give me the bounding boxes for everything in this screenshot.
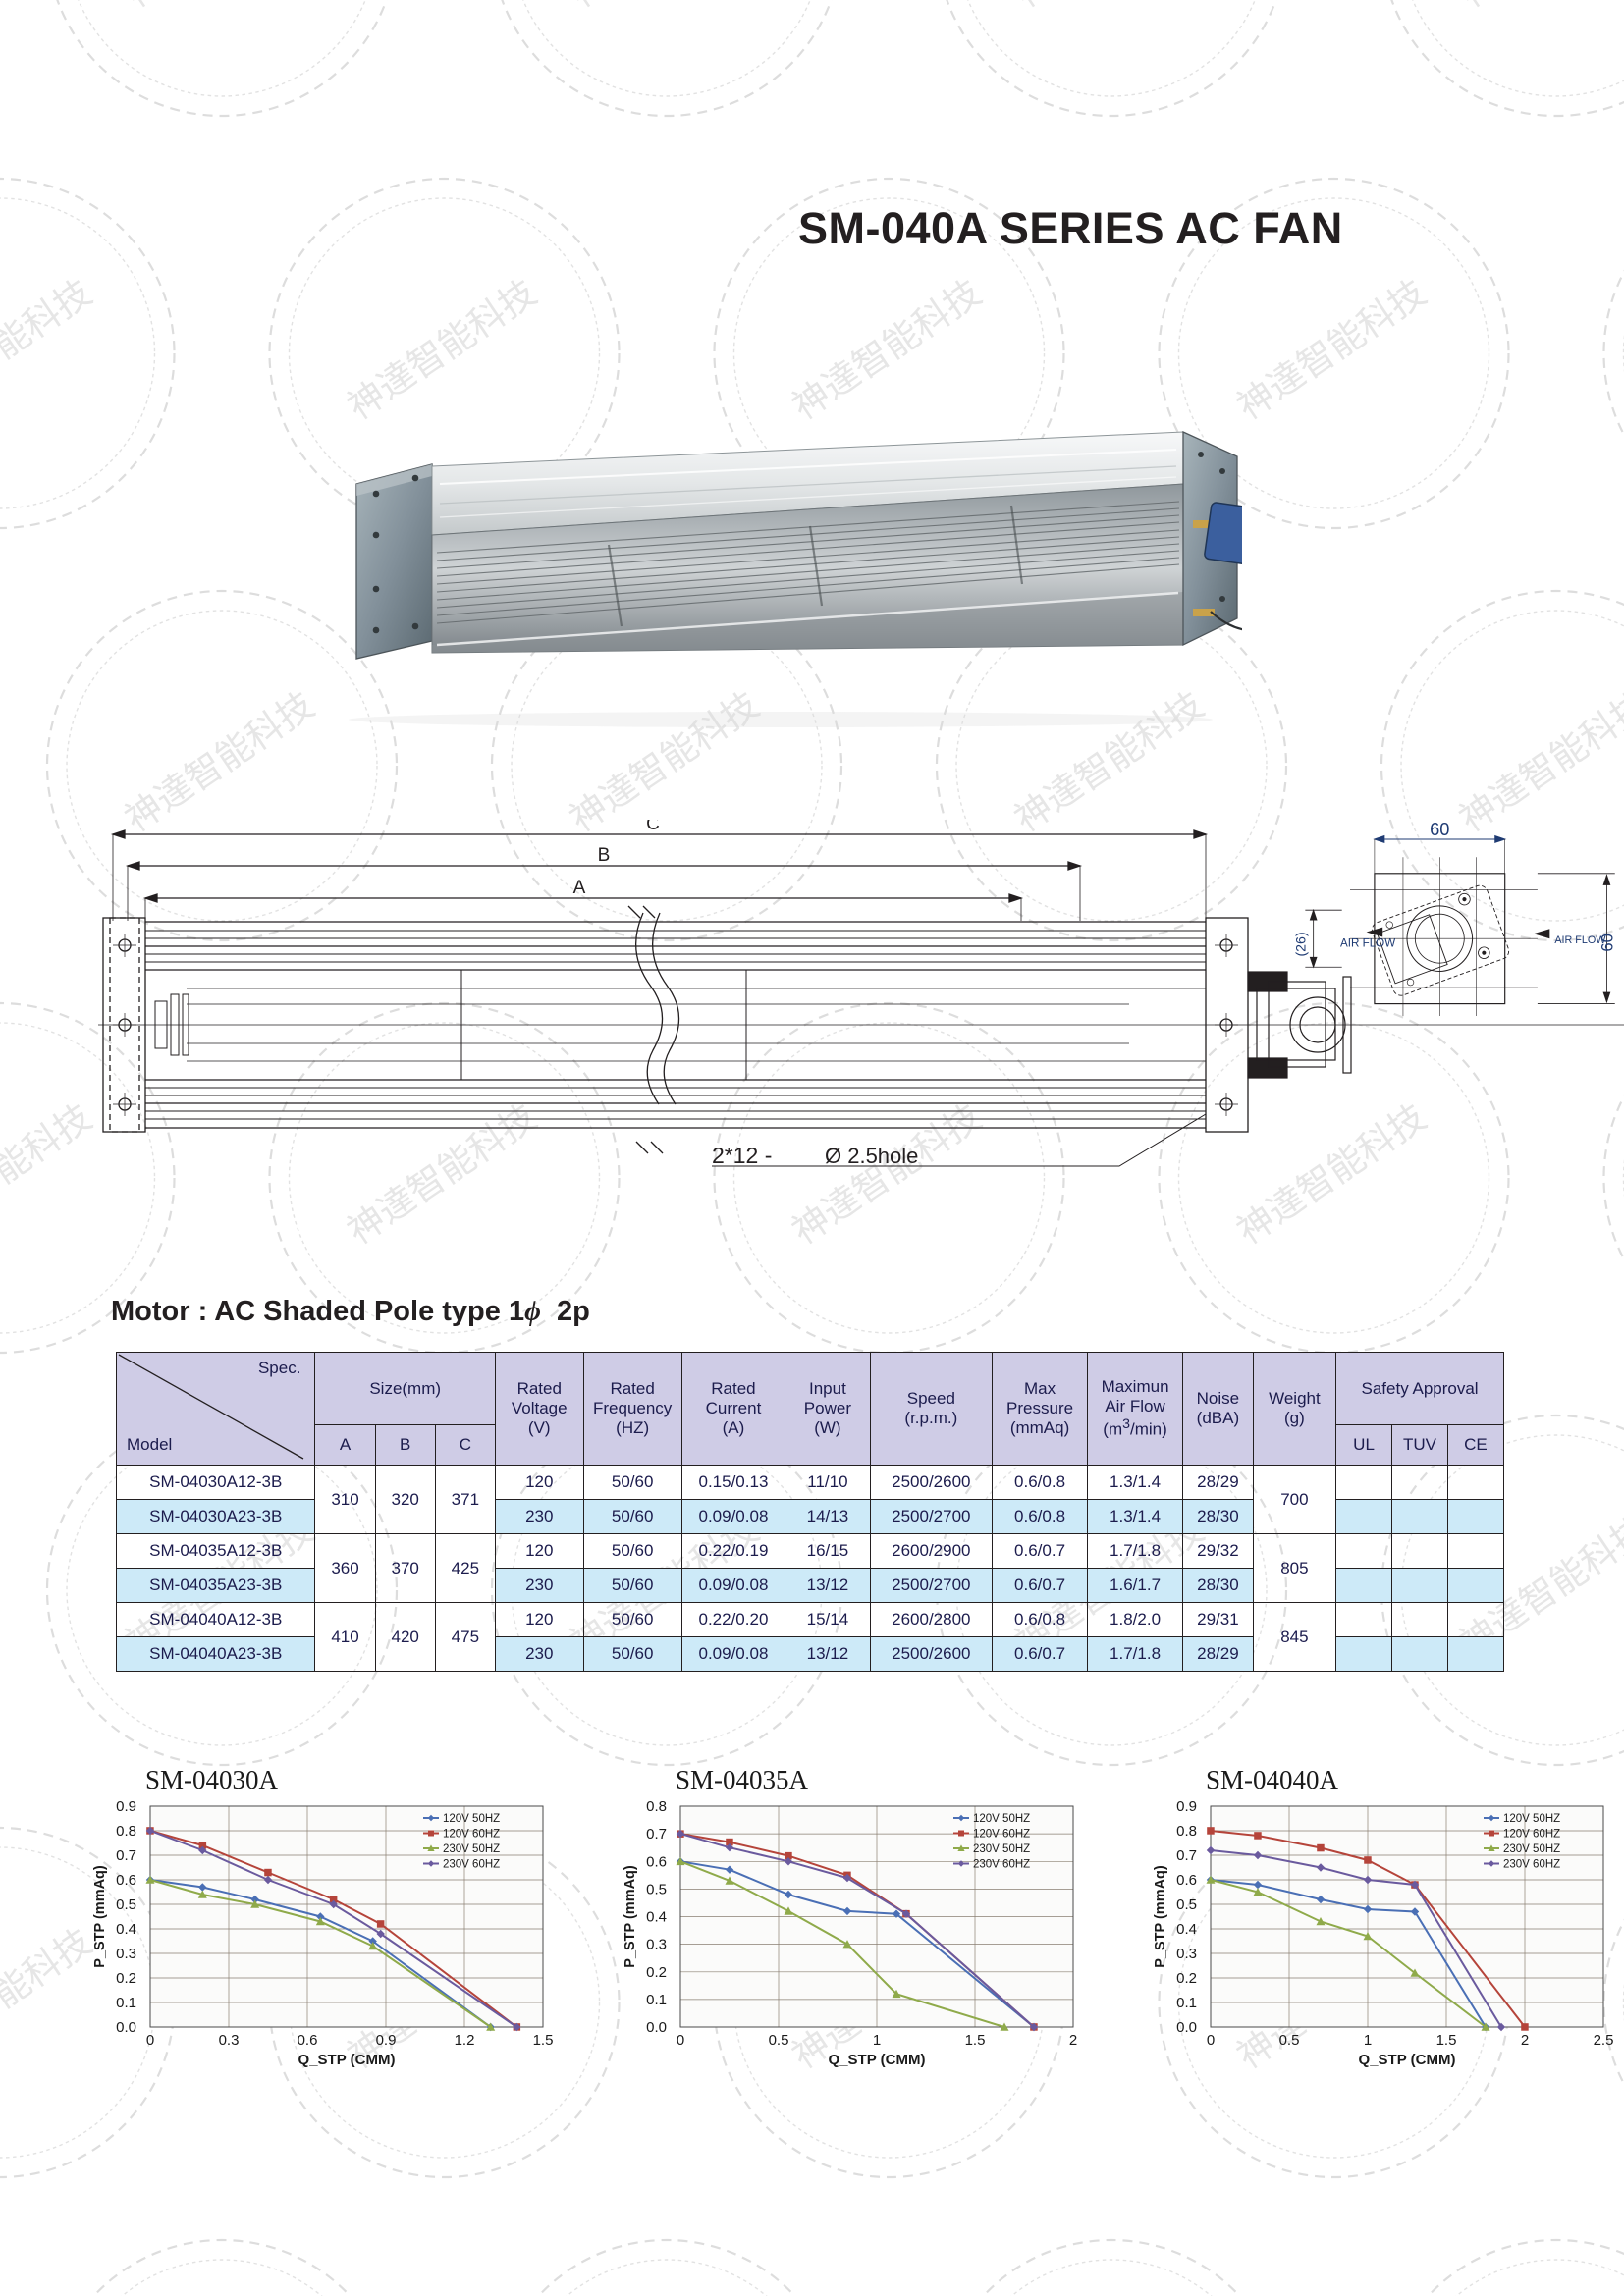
svg-text:Q_STP (CMM): Q_STP (CMM) — [1359, 2052, 1456, 2068]
svg-text:0: 0 — [1207, 2032, 1215, 2049]
svg-text:0.1: 0.1 — [1176, 1995, 1197, 2011]
svg-text:神達智能科技: 神達智能科技 — [1229, 272, 1433, 427]
svg-text:0.6: 0.6 — [1176, 1872, 1197, 1889]
svg-text:C: C — [646, 820, 660, 834]
svg-text:神達智能科技: 神達智能科技 — [340, 272, 543, 427]
svg-text:230V 60HZ: 230V 60HZ — [1503, 1859, 1560, 1871]
svg-text:P_STP (mmAq): P_STP (mmAq) — [93, 1865, 108, 1968]
svg-text:神達智能科技: 神達智能科技 — [118, 0, 321, 15]
svg-text:0.4: 0.4 — [1176, 1921, 1197, 1938]
svg-text:0.6: 0.6 — [646, 1853, 667, 1870]
svg-text:0.6: 0.6 — [116, 1872, 136, 1889]
svg-text:0.3: 0.3 — [1176, 1946, 1197, 1962]
svg-text:Q_STP (CMM): Q_STP (CMM) — [298, 2052, 396, 2068]
svg-text:SM-04035A: SM-04035A — [676, 1765, 809, 1794]
svg-text:0.8: 0.8 — [646, 1798, 667, 1815]
svg-text:0: 0 — [146, 2032, 154, 2049]
svg-text:P_STP (mmAq): P_STP (mmAq) — [623, 1865, 638, 1968]
svg-text:0.3: 0.3 — [116, 1946, 136, 1962]
svg-text:AIR FLOW: AIR FLOW — [1340, 937, 1395, 950]
svg-text:60: 60 — [1430, 820, 1449, 839]
svg-text:0.0: 0.0 — [116, 2019, 136, 2036]
svg-text:0.1: 0.1 — [116, 1995, 136, 2011]
svg-text:1.5: 1.5 — [965, 2032, 986, 2049]
svg-text:120V 50HZ: 120V 50HZ — [443, 1813, 500, 1825]
svg-text:0.9: 0.9 — [116, 1798, 136, 1815]
svg-text:0.7: 0.7 — [116, 1847, 136, 1864]
svg-text:B: B — [598, 845, 611, 866]
svg-text:P_STP (mmAq): P_STP (mmAq) — [1154, 1865, 1168, 1968]
svg-text:神達智能科技: 神達智能科技 — [118, 684, 321, 839]
svg-text:230V 50HZ: 230V 50HZ — [973, 1843, 1030, 1855]
svg-text:120V 50HZ: 120V 50HZ — [1503, 1813, 1560, 1825]
svg-text:230V 50HZ: 230V 50HZ — [1503, 1843, 1560, 1855]
svg-text:0.2: 0.2 — [646, 1964, 667, 1981]
svg-text:1: 1 — [1364, 2032, 1372, 2049]
svg-text:神達智能科技: 神達智能科技 — [1452, 684, 1624, 839]
svg-text:0.1: 0.1 — [646, 1992, 667, 2008]
svg-text:0.4: 0.4 — [116, 1921, 136, 1938]
svg-text:SM-04030A: SM-04030A — [145, 1765, 279, 1794]
svg-text:0.9: 0.9 — [1176, 1798, 1197, 1815]
svg-text:神達智能科技: 神達智能科技 — [0, 1921, 98, 2076]
svg-text:0.7: 0.7 — [646, 1826, 667, 1842]
svg-text:120V 60HZ: 120V 60HZ — [1503, 1829, 1560, 1841]
svg-text:2.5: 2.5 — [1594, 2032, 1614, 2049]
svg-text:神達智能科技: 神達智能科技 — [0, 1096, 98, 1252]
svg-text:神達智能科技: 神達智能科技 — [1007, 0, 1211, 15]
svg-text:0.9: 0.9 — [376, 2032, 397, 2049]
svg-text:0.2: 0.2 — [116, 1970, 136, 1987]
svg-text:0.0: 0.0 — [646, 2019, 667, 2036]
svg-text:神達智能科技: 神達智能科技 — [785, 272, 988, 427]
svg-text:0.3: 0.3 — [646, 1937, 667, 1953]
svg-text:0.8: 0.8 — [116, 1823, 136, 1840]
svg-text:神達智能科技: 神達智能科技 — [0, 272, 98, 427]
svg-text:0.4: 0.4 — [646, 1909, 667, 1926]
svg-text:0.8: 0.8 — [1176, 1823, 1197, 1840]
svg-text:0.5: 0.5 — [769, 2032, 789, 2049]
svg-text:0.7: 0.7 — [1176, 1847, 1197, 1864]
svg-text:(26): (26) — [1292, 932, 1308, 956]
svg-text:0.2: 0.2 — [1176, 1970, 1197, 1987]
svg-text:1.5: 1.5 — [533, 2032, 554, 2049]
svg-text:0.0: 0.0 — [1176, 2019, 1197, 2036]
svg-text:60: 60 — [1597, 934, 1616, 951]
svg-text:神達智能科技: 神達智能科技 — [563, 0, 766, 15]
svg-text:230V 60HZ: 230V 60HZ — [443, 1859, 500, 1871]
svg-text:0: 0 — [677, 2032, 684, 2049]
svg-text:230V 50HZ: 230V 50HZ — [443, 1843, 500, 1855]
svg-text:2: 2 — [1069, 2032, 1077, 2049]
svg-text:神達智能科技: 神達智能科技 — [1452, 0, 1624, 15]
svg-text:120V 60HZ: 120V 60HZ — [443, 1829, 500, 1841]
svg-text:SM-04040A: SM-04040A — [1206, 1765, 1339, 1794]
svg-text:1.5: 1.5 — [1436, 2032, 1457, 2049]
svg-text:230V 60HZ: 230V 60HZ — [973, 1859, 1030, 1871]
svg-text:0.5: 0.5 — [1279, 2032, 1300, 2049]
svg-text:2: 2 — [1521, 2032, 1529, 2049]
svg-text:0.5: 0.5 — [116, 1896, 136, 1913]
svg-text:120V 60HZ: 120V 60HZ — [973, 1829, 1030, 1841]
svg-text:120V 50HZ: 120V 50HZ — [973, 1813, 1030, 1825]
svg-text:2*12 -: 2*12 - — [712, 1143, 772, 1168]
svg-text:0.6: 0.6 — [298, 2032, 318, 2049]
svg-text:0.5: 0.5 — [646, 1881, 667, 1897]
svg-text:1: 1 — [873, 2032, 881, 2049]
svg-text:0.3: 0.3 — [219, 2032, 240, 2049]
svg-text:1.2: 1.2 — [455, 2032, 475, 2049]
svg-text:Ø 2.5hole: Ø 2.5hole — [825, 1144, 918, 1168]
svg-text:0.5: 0.5 — [1176, 1896, 1197, 1913]
svg-text:A: A — [573, 878, 586, 898]
svg-text:Q_STP (CMM): Q_STP (CMM) — [829, 2052, 926, 2068]
